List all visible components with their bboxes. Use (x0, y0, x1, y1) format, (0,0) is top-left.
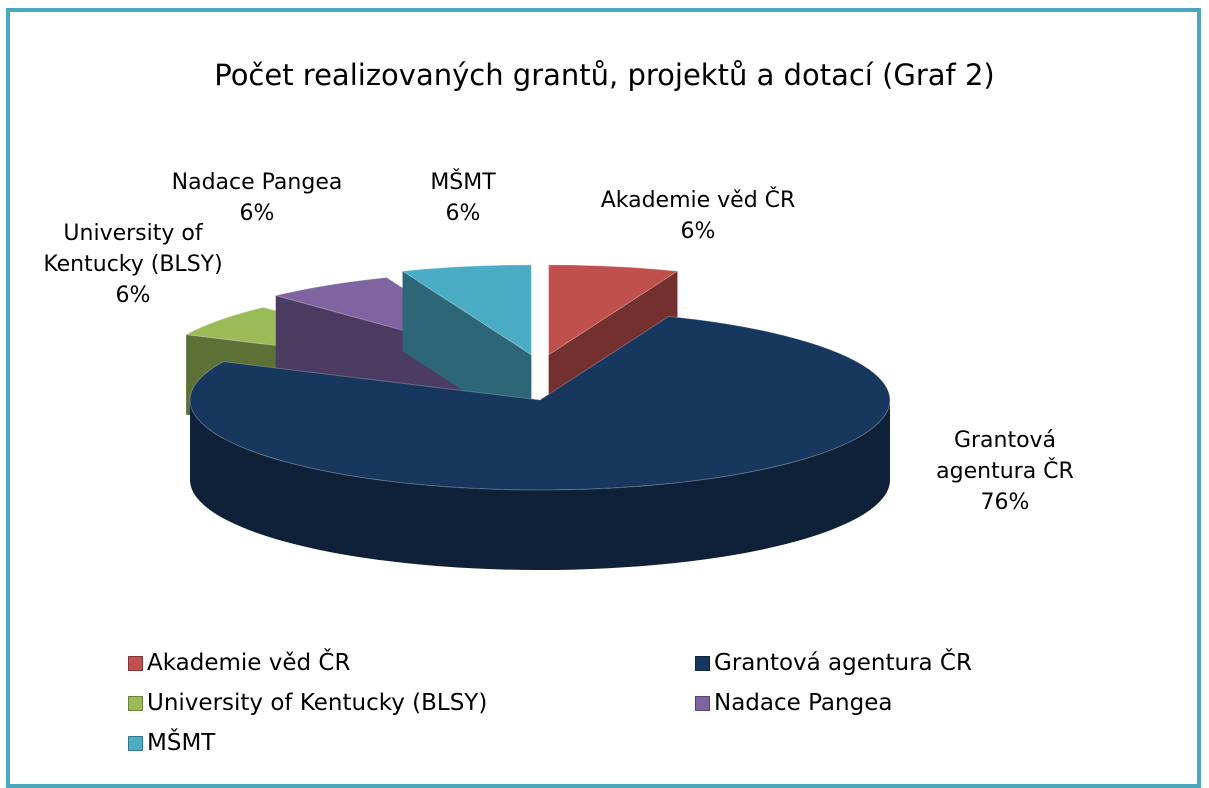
chart-title: Počet realizovaných grantů, projektů a d… (214, 58, 995, 92)
legend-item: MŠMT (128, 730, 215, 756)
legend-swatch (128, 735, 143, 751)
legend-swatch (695, 655, 710, 671)
legend-label: Grantová agentura ČR (714, 650, 972, 676)
data-label-name: University of Kentucky (BLSY) (43, 221, 223, 277)
slice (548, 264, 679, 356)
legend-swatch (128, 655, 143, 671)
legend-item: Akademie věd ČR (128, 650, 350, 676)
legend-label: Akademie věd ČR (147, 650, 351, 676)
data-label: MŠMT 6% (408, 167, 518, 229)
data-label: Grantová agentura ČR 76% (910, 425, 1100, 518)
data-label-name: Nadace Pangea (171, 170, 343, 195)
legend-swatch (695, 695, 710, 711)
data-label-name: MŠMT (430, 170, 496, 195)
slice-face (402, 271, 532, 435)
slice (189, 315, 891, 491)
data-label: University of Kentucky (BLSY) 6% (28, 218, 238, 311)
data-label-value: 76% (980, 490, 1030, 515)
slice-side (190, 400, 890, 570)
chart (184, 264, 891, 570)
slice (401, 264, 532, 356)
legend-item: University of Kentucky (BLSY) (128, 690, 487, 716)
page: Počet realizovaných grantů, projektů a d… (6, 8, 1201, 788)
data-label-name: Akademie věd ČR (600, 188, 796, 213)
legend-item: Grantová agentura ČR (695, 650, 972, 676)
legend-label: University of Kentucky (BLSY) (147, 690, 488, 716)
legend-item: Nadace Pangea (695, 690, 892, 716)
data-label-value: 6% (239, 201, 275, 226)
data-label: Nadace Pangea 6% (142, 167, 372, 229)
data-label-value: 6% (680, 219, 716, 244)
data-label-value: 6% (445, 201, 481, 226)
data-label-value: 6% (115, 283, 151, 308)
legend-swatch (128, 695, 143, 711)
data-label-name: Grantová agentura ČR (936, 428, 1074, 484)
data-label: Akademie věd ČR 6% (568, 185, 828, 247)
legend-label: MŠMT (147, 730, 216, 756)
legend-label: Nadace Pangea (714, 690, 893, 716)
